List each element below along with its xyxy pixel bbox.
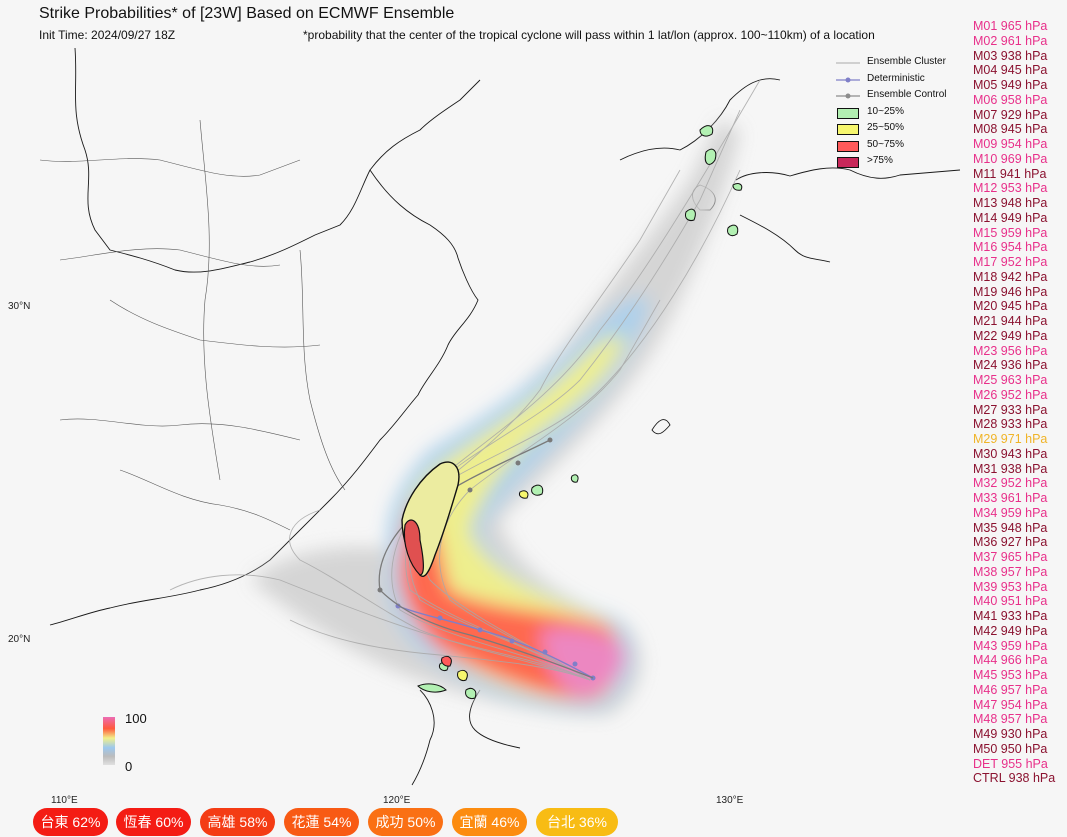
member-entry: M14 949 hPa — [973, 210, 1048, 225]
member-entry: M09 954 hPa — [973, 137, 1048, 151]
init-time: Init Time: 2024/09/27 18Z — [39, 28, 176, 42]
legend-label: Deterministic — [867, 72, 925, 84]
legend-symbol — [837, 157, 859, 168]
member-entry: M24 936 hPa — [973, 358, 1048, 373]
member-entry: M16 954 hPa — [973, 240, 1048, 255]
member-entry: M48 957 hPa — [973, 712, 1048, 727]
member-entry: DET 955 hPa — [973, 756, 1048, 771]
legend-symbol — [837, 107, 859, 119]
lat-label-30n: 30°N — [8, 301, 31, 312]
member-entry: M08 945 hPa — [973, 122, 1048, 137]
member-entry: M29 971 hPa — [973, 432, 1048, 446]
city-badge: 成功 50% — [368, 808, 443, 836]
member-entry: M21 944 hPa — [973, 314, 1048, 328]
member-entry: M03 938 hPa — [973, 48, 1048, 63]
member-entry: M49 930 hPa — [973, 727, 1048, 741]
member-entry: M06 958 hPa — [973, 92, 1048, 107]
member-entry: M15 959 hPa — [973, 225, 1048, 240]
member-entry: M10 969 hPa — [973, 151, 1048, 166]
member-entry: M33 961 hPa — [973, 491, 1048, 505]
city-badge: 高雄 58% — [200, 808, 275, 836]
member-entry: M17 952 hPa — [973, 255, 1048, 269]
city-badge: 恆春 60% — [116, 808, 191, 836]
coastline — [49, 47, 961, 786]
member-entry: M13 948 hPa — [973, 196, 1048, 210]
member-entry: M04 945 hPa — [973, 63, 1048, 78]
probability-field — [250, 120, 740, 716]
city-badge: 宜蘭 46% — [452, 808, 527, 836]
legend-symbol — [837, 140, 859, 152]
legend-symbol — [836, 91, 860, 101]
member-entry: M19 946 hPa — [973, 284, 1048, 299]
member-entry: M07 929 hPa — [973, 107, 1048, 122]
deterministic-track — [395, 603, 596, 681]
member-entry: M35 948 hPa — [973, 520, 1048, 535]
member-pressure-list: M01 965 hPa M02 961 hPa M03 938 hPa M04 945… — [973, 19, 1067, 786]
legend-label: Ensemble Control — [867, 89, 947, 100]
legend-symbol — [836, 75, 860, 85]
member-entry: M18 942 hPa — [973, 269, 1048, 284]
member-entry: M32 952 hPa — [973, 476, 1048, 491]
lon-label-120e: 120°E — [383, 795, 411, 806]
city-badge: 台東 62% — [33, 808, 108, 836]
legend-label: Ensemble Cluster — [867, 56, 946, 67]
member-entry: M41 933 hPa — [973, 609, 1048, 623]
legend-label: 10~25% — [867, 105, 904, 117]
member-entry: M23 956 hPa — [973, 343, 1048, 358]
member-entry: M40 951 hPa — [973, 594, 1048, 609]
city-badge: 花蓮 54% — [284, 808, 359, 836]
legend-label: >75% — [867, 155, 893, 166]
legend-label: 50~75% — [867, 138, 904, 150]
member-entry: M28 933 hPa — [973, 417, 1048, 432]
member-entry: M22 949 hPa — [973, 328, 1048, 343]
member-entry: M46 957 hPa — [973, 682, 1048, 697]
colorbar — [103, 717, 115, 765]
member-entry: M26 952 hPa — [973, 387, 1048, 402]
page-title: Strike Probabilities* of [23W] Based on … — [39, 5, 455, 22]
member-entry: M42 949 hPa — [973, 623, 1048, 638]
member-entry: M31 938 hPa — [973, 461, 1048, 476]
member-entry: CTRL 938 hPa — [973, 771, 1056, 786]
lat-label-20n: 20°N — [8, 634, 31, 645]
member-entry: M50 950 hPa — [973, 741, 1048, 756]
member-entry: M01 965 hPa — [973, 19, 1048, 33]
member-entry: M47 954 hPa — [973, 697, 1048, 712]
member-entry: M25 963 hPa — [973, 373, 1048, 387]
member-entry: M44 966 hPa — [973, 653, 1048, 668]
taiwan-island — [401, 461, 460, 577]
lon-label-130e: 130°E — [716, 795, 744, 806]
member-entry: M43 959 hPa — [973, 638, 1048, 653]
member-entry: M34 959 hPa — [973, 505, 1048, 520]
member-entry: M20 945 hPa — [973, 299, 1048, 314]
city-badge: 台北 36% — [536, 808, 618, 836]
lon-label-110e: 110°E — [51, 795, 78, 806]
legend-symbol — [836, 58, 860, 68]
member-entry: M11 941 hPa — [973, 166, 1047, 181]
member-entry: M30 943 hPa — [973, 446, 1048, 461]
member-entry: M02 961 hPa — [973, 33, 1048, 48]
footnote: *probability that the center of the trop… — [303, 28, 875, 42]
member-entry: M12 953 hPa — [973, 181, 1048, 196]
colorbar-max-label: 100 — [125, 711, 147, 726]
member-entry: M37 965 hPa — [973, 550, 1048, 564]
member-entry: M45 953 hPa — [973, 668, 1048, 682]
legend-label: 25~50% — [867, 122, 904, 133]
colorbar-min-label: 0 — [125, 759, 133, 774]
member-entry: M05 949 hPa — [973, 78, 1048, 92]
legend-symbol — [837, 124, 859, 135]
member-entry: M36 927 hPa — [973, 535, 1048, 550]
highlighted-islands — [417, 125, 743, 699]
member-entry: M39 953 hPa — [973, 579, 1048, 594]
province-borders — [39, 119, 346, 531]
member-entry: M27 933 hPa — [973, 402, 1048, 417]
member-entry: M38 957 hPa — [973, 564, 1048, 579]
